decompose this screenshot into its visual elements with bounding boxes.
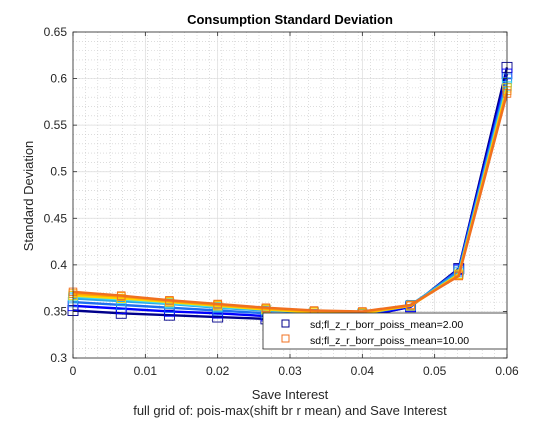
series-marker <box>117 291 126 300</box>
figure-caption: full grid of: pois-max(shift br r mean) … <box>133 403 447 418</box>
x-tick-label: 0.05 <box>423 364 447 378</box>
x-tick-label: 0.03 <box>278 364 302 378</box>
y-tick-label: 0.65 <box>44 25 68 39</box>
series-marker <box>454 271 463 281</box>
y-tick-label: 0.45 <box>44 211 68 225</box>
series-marker <box>406 300 415 310</box>
legend-label-2: sd;fl_z_r_borr_poiss_mean=10.00 <box>310 335 469 347</box>
x-tick-label: 0 <box>70 364 77 378</box>
x-tick-label: 0.01 <box>134 364 158 378</box>
series-marker <box>165 296 174 305</box>
series-marker <box>213 299 222 309</box>
series-marker <box>261 303 271 312</box>
y-tick-label: 0.6 <box>50 72 67 86</box>
x-axis: 0 0.01 0.02 0.03 0.04 0.05 0.06 <box>70 32 519 378</box>
x-axis-label: Save Interest <box>252 387 329 402</box>
y-tick-label: 0.55 <box>44 118 68 132</box>
y-tick-label: 0.4 <box>50 258 67 272</box>
y-tick-label: 0.3 <box>50 351 67 365</box>
x-tick-label: 0.06 <box>495 364 519 378</box>
x-tick-label: 0.02 <box>206 364 230 378</box>
chart-title: Consumption Standard Deviation <box>187 12 393 27</box>
legend-marker-2 <box>281 334 290 343</box>
legend: sd;fl_z_r_borr_poiss_mean=2.00 sd;fl_z_r… <box>262 312 508 350</box>
x-tick-label: 0.04 <box>351 364 375 378</box>
y-tick-label: 0.35 <box>44 304 68 318</box>
legend-marker-1 <box>281 319 290 328</box>
y-tick-label: 0.5 <box>50 165 67 179</box>
legend-box <box>262 312 508 350</box>
legend-label-1: sd;fl_z_r_borr_poiss_mean=2.00 <box>310 319 463 331</box>
y-axis: 0.3 0.35 0.4 0.45 0.5 0.55 0.6 0.65 <box>44 25 507 365</box>
series-line <box>72 93 509 313</box>
y-axis-label: Standard Deviation <box>21 141 36 252</box>
